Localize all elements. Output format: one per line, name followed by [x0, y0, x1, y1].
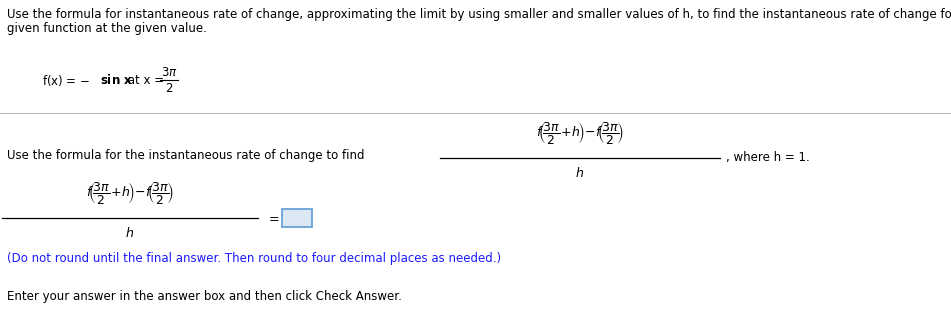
Text: $3\pi$: $3\pi$	[161, 66, 177, 78]
Text: Use the formula for the instantaneous rate of change to find: Use the formula for the instantaneous ra…	[7, 149, 364, 162]
Text: $h$: $h$	[126, 226, 134, 240]
Text: (Do not round until the final answer. Then round to four decimal places as neede: (Do not round until the final answer. Th…	[7, 252, 501, 265]
Text: $=$: $=$	[266, 211, 280, 225]
Text: $\bf{sin}\ \bf{x}$: $\bf{sin}\ \bf{x}$	[100, 73, 132, 87]
Text: given function at the given value.: given function at the given value.	[7, 22, 207, 35]
Text: f(x) = $-$: f(x) = $-$	[42, 73, 91, 87]
Text: $f\!\left(\!\dfrac{3\pi}{2}\!+\!h\!\right)\!-\!f\!\left(\!\dfrac{3\pi}{2}\!\righ: $f\!\left(\!\dfrac{3\pi}{2}\!+\!h\!\righ…	[86, 180, 174, 206]
Text: , where h = 1.: , where h = 1.	[726, 151, 809, 164]
FancyBboxPatch shape	[282, 209, 312, 227]
Text: Enter your answer in the answer box and then click Check Answer.: Enter your answer in the answer box and …	[7, 290, 402, 303]
Text: Use the formula for instantaneous rate of change, approximating the limit by usi: Use the formula for instantaneous rate o…	[7, 8, 951, 21]
Text: at x =: at x =	[124, 74, 165, 87]
Text: $f\!\left(\!\dfrac{3\pi}{2}\!+\!h\!\right)\!-\!f\!\left(\!\dfrac{3\pi}{2}\!\righ: $f\!\left(\!\dfrac{3\pi}{2}\!+\!h\!\righ…	[536, 120, 624, 146]
Text: $h$: $h$	[575, 166, 585, 180]
Text: $2$: $2$	[165, 82, 173, 95]
